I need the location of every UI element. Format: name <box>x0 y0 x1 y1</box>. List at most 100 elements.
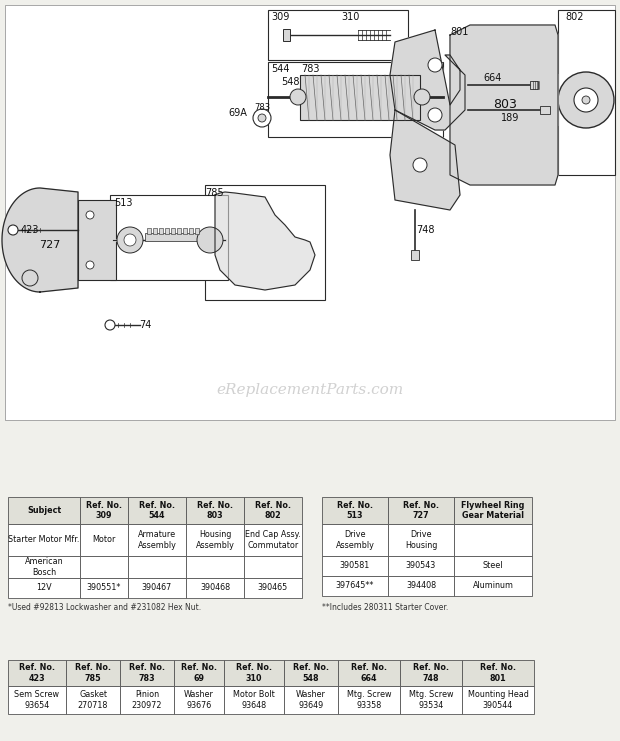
Text: Ref. No.
513: Ref. No. 513 <box>337 501 373 520</box>
Bar <box>110 195 228 280</box>
Bar <box>388 497 454 524</box>
Circle shape <box>117 227 143 253</box>
Text: eReplacementParts.com: eReplacementParts.com <box>216 383 404 397</box>
Text: Gasket
270718: Gasket 270718 <box>78 691 108 710</box>
Bar <box>8 660 66 686</box>
Bar <box>8 578 80 598</box>
Bar <box>5 5 615 420</box>
Bar <box>205 185 325 300</box>
Bar <box>80 524 128 556</box>
Text: Starter Motor Mfr.: Starter Motor Mfr. <box>8 536 80 545</box>
Bar <box>244 556 302 578</box>
Text: 727: 727 <box>39 240 61 250</box>
Bar <box>224 686 284 714</box>
Text: 310: 310 <box>341 12 359 22</box>
Text: Housing
Assembly: Housing Assembly <box>195 531 234 550</box>
Text: 74: 74 <box>139 320 151 330</box>
Bar <box>8 524 80 556</box>
Text: Aluminum: Aluminum <box>472 582 513 591</box>
Polygon shape <box>450 25 558 185</box>
Text: Sem Screw
93654: Sem Screw 93654 <box>14 691 60 710</box>
Bar <box>268 62 443 137</box>
Text: Pinion
230972: Pinion 230972 <box>131 691 162 710</box>
Text: Ref. No.
309: Ref. No. 309 <box>86 501 122 520</box>
Bar <box>462 686 534 714</box>
Text: Mtg. Screw
93358: Mtg. Screw 93358 <box>347 691 391 710</box>
Text: Ref. No.
801: Ref. No. 801 <box>480 663 516 682</box>
Bar <box>186 578 244 598</box>
Circle shape <box>258 114 266 122</box>
Circle shape <box>428 108 442 122</box>
Text: 548: 548 <box>281 77 299 87</box>
Text: Ref. No.
664: Ref. No. 664 <box>351 663 387 682</box>
Text: 309: 309 <box>271 12 289 22</box>
Bar <box>195 228 199 234</box>
Text: 513: 513 <box>113 198 132 208</box>
Bar <box>388 524 454 556</box>
Text: 390465: 390465 <box>258 583 288 593</box>
Text: **Includes 280311 Starter Cover.: **Includes 280311 Starter Cover. <box>322 603 448 612</box>
Text: 783: 783 <box>301 64 319 74</box>
Bar <box>454 576 532 596</box>
Bar <box>186 497 244 524</box>
Circle shape <box>124 234 136 246</box>
Bar <box>128 497 186 524</box>
Bar <box>284 686 338 714</box>
Text: Steel: Steel <box>483 562 503 571</box>
Bar <box>244 578 302 598</box>
Text: 802: 802 <box>565 12 584 22</box>
Text: Subject: Subject <box>27 506 61 515</box>
Bar <box>338 660 400 686</box>
Bar <box>189 228 193 234</box>
Bar <box>224 660 284 686</box>
Circle shape <box>428 58 442 72</box>
Text: *Used #92813 Lockwasher and #231082 Hex Nut.: *Used #92813 Lockwasher and #231082 Hex … <box>8 603 201 612</box>
Circle shape <box>86 261 94 269</box>
Text: Washer
93649: Washer 93649 <box>296 691 326 710</box>
Bar <box>8 686 66 714</box>
Bar <box>8 497 80 524</box>
Bar <box>80 497 128 524</box>
Bar <box>322 524 388 556</box>
Circle shape <box>22 270 38 286</box>
Bar <box>174 686 224 714</box>
Bar <box>400 660 462 686</box>
Circle shape <box>558 72 614 128</box>
Bar <box>540 106 550 114</box>
Text: 544: 544 <box>271 64 290 74</box>
Circle shape <box>197 227 223 253</box>
Bar <box>177 228 181 234</box>
Bar <box>66 660 120 686</box>
Text: Motor Bolt
93648: Motor Bolt 93648 <box>233 691 275 710</box>
Bar <box>159 228 163 234</box>
Polygon shape <box>390 110 460 210</box>
Bar <box>128 556 186 578</box>
Text: 785: 785 <box>206 188 224 198</box>
Text: 423: 423 <box>20 225 39 235</box>
Polygon shape <box>390 30 465 130</box>
Text: Ref. No.
727: Ref. No. 727 <box>403 501 439 520</box>
Circle shape <box>413 158 427 172</box>
Text: End Cap Assy.
Commutator: End Cap Assy. Commutator <box>245 531 301 550</box>
Text: Washer
93676: Washer 93676 <box>184 691 214 710</box>
Circle shape <box>8 225 18 235</box>
Text: Drive
Housing: Drive Housing <box>405 531 437 550</box>
Text: 801: 801 <box>451 27 469 37</box>
Text: 390543: 390543 <box>406 562 436 571</box>
Polygon shape <box>2 188 78 292</box>
Bar <box>153 228 157 234</box>
Text: Ref. No.
548: Ref. No. 548 <box>293 663 329 682</box>
Text: 12V: 12V <box>36 583 52 593</box>
Text: Ref. No.
803: Ref. No. 803 <box>197 501 233 520</box>
Bar <box>454 524 532 556</box>
Circle shape <box>582 96 590 104</box>
Text: 390468: 390468 <box>200 583 230 593</box>
Text: Ref. No.
423: Ref. No. 423 <box>19 663 55 682</box>
Text: 394408: 394408 <box>406 582 436 591</box>
Bar <box>462 660 534 686</box>
Bar <box>388 576 454 596</box>
Bar <box>322 576 388 596</box>
Bar <box>145 233 205 241</box>
Bar <box>80 578 128 598</box>
Text: 390467: 390467 <box>142 583 172 593</box>
